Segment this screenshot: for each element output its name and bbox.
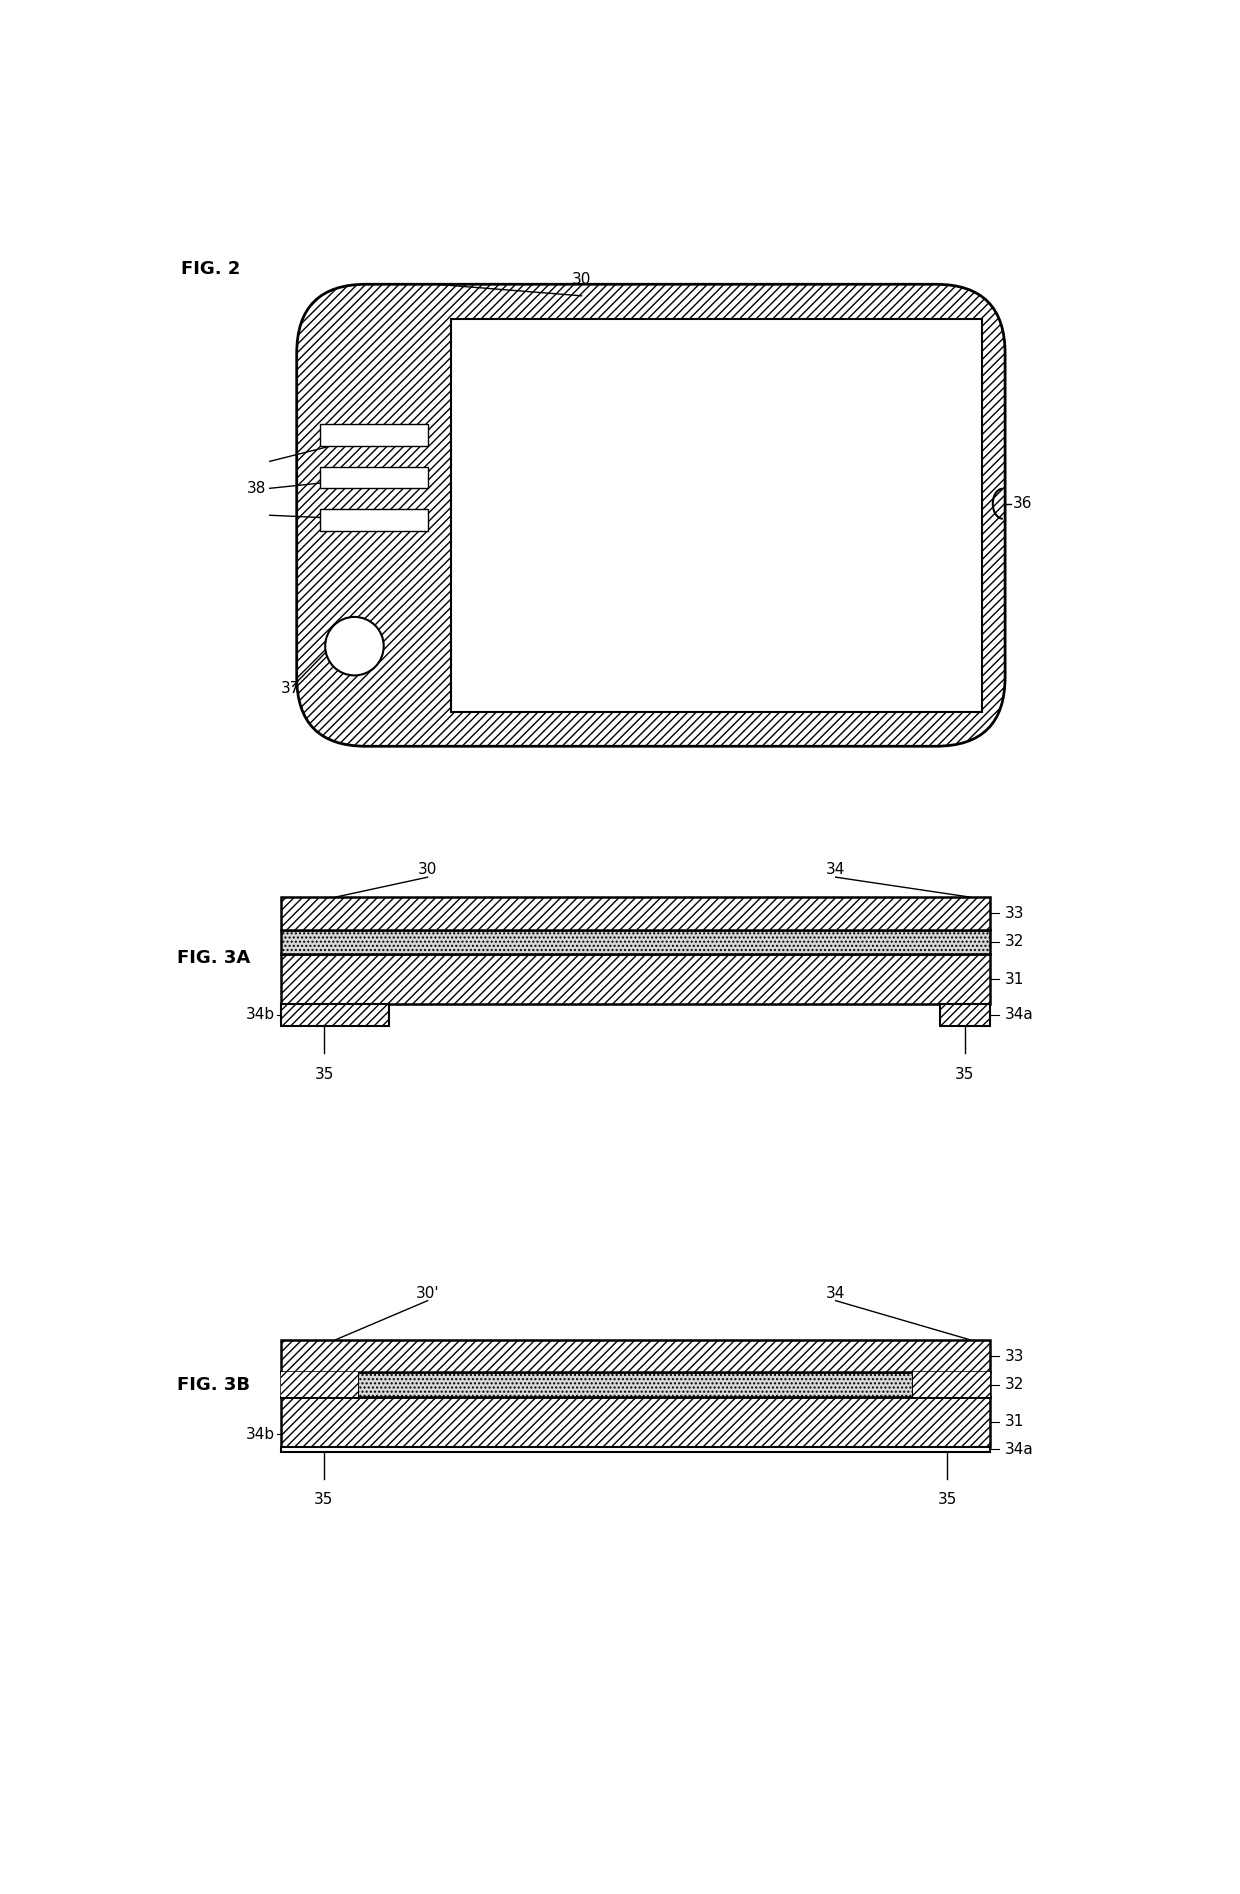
Bar: [281, 955, 990, 1004]
Text: 34: 34: [826, 862, 846, 877]
Text: 33: 33: [1006, 905, 1024, 920]
Bar: [281, 1004, 389, 1027]
Text: 31: 31: [1006, 1415, 1024, 1430]
Text: 30': 30': [415, 1286, 439, 1301]
Text: 35: 35: [955, 1066, 975, 1081]
Text: 33: 33: [1006, 1349, 1024, 1364]
Bar: [940, 1004, 990, 1027]
Text: 34a: 34a: [1006, 1441, 1034, 1456]
Text: 35: 35: [315, 1066, 334, 1081]
Text: 30: 30: [572, 271, 591, 286]
Text: 35: 35: [314, 1492, 334, 1508]
Text: 37: 37: [281, 682, 300, 695]
Bar: [913, 1373, 990, 1398]
Bar: [320, 424, 428, 445]
Text: 31: 31: [1006, 972, 1024, 987]
Bar: [281, 930, 990, 955]
Bar: [281, 1339, 990, 1373]
FancyBboxPatch shape: [296, 284, 1006, 746]
Text: 32: 32: [1006, 1377, 1024, 1392]
Bar: [281, 1373, 990, 1398]
Circle shape: [325, 617, 383, 676]
Text: FIG. 3B: FIG. 3B: [177, 1377, 250, 1394]
Text: 34b: 34b: [246, 1426, 275, 1441]
Bar: [281, 1373, 358, 1398]
Text: 32: 32: [1006, 934, 1024, 949]
Text: FIG. 2: FIG. 2: [181, 259, 241, 278]
Bar: [281, 1447, 990, 1451]
Bar: [320, 466, 428, 489]
Text: 30: 30: [418, 862, 438, 877]
Text: 38: 38: [247, 481, 265, 496]
Bar: [320, 509, 428, 530]
Text: 36: 36: [1013, 496, 1032, 511]
Text: FIG. 3A: FIG. 3A: [177, 949, 250, 968]
Bar: [281, 1398, 990, 1447]
Bar: [450, 318, 982, 712]
Text: 35: 35: [937, 1492, 957, 1508]
Text: 34b: 34b: [246, 1008, 275, 1023]
Text: 34a: 34a: [1006, 1008, 1034, 1023]
Bar: [281, 898, 990, 930]
Text: 34: 34: [826, 1286, 846, 1301]
